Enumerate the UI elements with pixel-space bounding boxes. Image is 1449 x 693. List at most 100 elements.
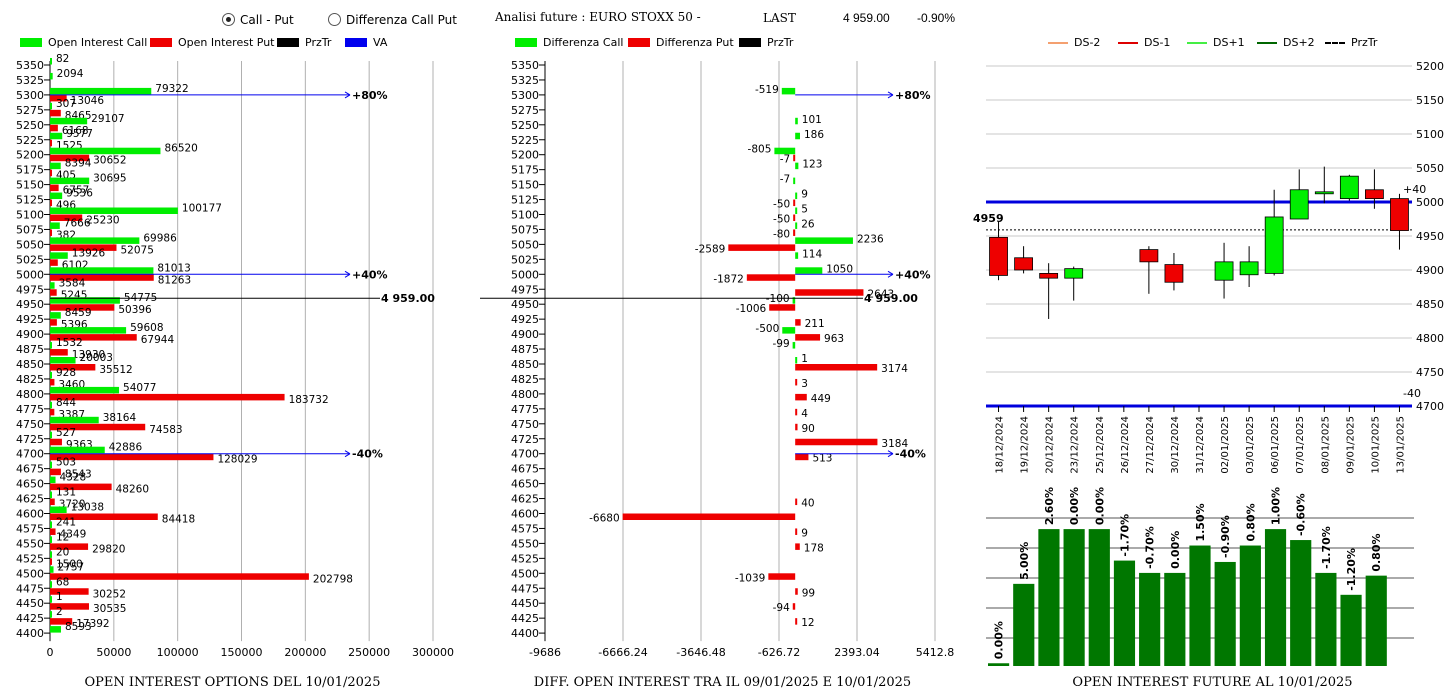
chart-future-oi: 0.00% 5.00% 2.60% 0.00% 0.00% -1.70% -0.70% 0.0… — [986, 487, 1414, 666]
put-bar — [50, 393, 285, 401]
strike-label: 4575 — [511, 522, 539, 535]
radio-call-put[interactable]: Call - Put — [222, 13, 294, 27]
put-bar — [50, 588, 89, 595]
diff-put-bar — [795, 543, 800, 550]
date-label: 27/12/2024 — [1145, 416, 1156, 474]
diff-call-value: 123 — [802, 159, 822, 171]
put-bar — [50, 139, 52, 147]
call-bar — [50, 596, 52, 603]
date-label: 07/01/2025 — [1295, 416, 1306, 474]
strike-label: 5325 — [511, 74, 539, 87]
y-tick-label: 4900 — [1416, 264, 1444, 277]
diff-call-bar — [795, 132, 800, 140]
diff-put-value: 3184 — [881, 438, 908, 450]
call-bar — [50, 476, 56, 484]
strike-label: 5175 — [511, 164, 539, 177]
put-value: 8543 — [65, 469, 92, 481]
put-bar — [50, 94, 67, 102]
strike-label: 5250 — [511, 119, 539, 132]
put-bar — [50, 214, 83, 221]
strike-label: 5275 — [16, 104, 44, 117]
put-value: 74583 — [149, 424, 182, 436]
strike-label: 4750 — [511, 418, 539, 431]
legend-diff-call: Differenza Call — [515, 36, 623, 49]
put-bar — [50, 169, 52, 177]
strike-label: 4725 — [16, 433, 44, 446]
date-label: 02/01/2025 — [1220, 416, 1231, 474]
strike-label: 5025 — [16, 253, 44, 266]
va-arrow-icon — [887, 91, 894, 96]
legend-swatch-icon — [515, 38, 537, 47]
date-label: 09/01/2025 — [1345, 416, 1356, 474]
legend-line-icon — [1187, 41, 1207, 44]
put-bar — [50, 289, 57, 296]
call-bar — [50, 371, 52, 379]
date-label: 20/12/2024 — [1045, 416, 1056, 474]
diff-call-bar — [795, 237, 853, 244]
diff-put-value: -94 — [773, 602, 790, 614]
strike-label: 5150 — [16, 179, 44, 192]
strike-label: 4775 — [511, 403, 539, 416]
legend-swatch-icon — [345, 38, 367, 47]
call-value: 8593 — [65, 621, 92, 633]
diff-call-bar — [795, 162, 799, 170]
legend-ds-1: DS-1 — [1118, 36, 1170, 49]
strike-label: 4500 — [511, 567, 539, 580]
oi-bar — [1164, 572, 1186, 666]
last-change: -0.90% — [917, 11, 956, 25]
legend-line-icon — [1257, 41, 1277, 44]
call-bar — [50, 252, 68, 259]
call-bar — [50, 312, 61, 319]
put-bar — [50, 498, 55, 506]
call-value: 503 — [56, 457, 76, 469]
call-bar — [50, 491, 52, 499]
diff-put-bar — [795, 423, 798, 431]
date-label: 31/12/2024 — [1195, 416, 1206, 474]
oi-bar — [1315, 572, 1337, 666]
x-tick-label: 150000 — [221, 646, 263, 659]
legend-swatch-icon — [277, 38, 299, 47]
call-value: 38164 — [103, 412, 137, 424]
call-value: 307 — [56, 98, 76, 110]
put-value: 30652 — [93, 155, 126, 167]
oi-bar-label: 2.60% — [1043, 487, 1056, 525]
x-tick-label: 50000 — [96, 646, 131, 659]
diff-put-bar — [795, 498, 798, 506]
put-value: 13930 — [72, 349, 105, 361]
ds-label: -40 — [1403, 387, 1421, 400]
put-bar — [50, 423, 146, 431]
put-bar — [50, 438, 62, 446]
put-bar — [50, 304, 115, 311]
diff-put-bar — [768, 573, 796, 580]
y-tick-label: 5200 — [1416, 60, 1444, 73]
strike-label: 4425 — [511, 612, 539, 625]
strike-label: 5300 — [511, 89, 539, 102]
diff-put-bar — [728, 244, 796, 251]
call-bar — [50, 431, 52, 439]
oi-bar — [1290, 540, 1312, 666]
oi-bar — [1264, 529, 1287, 666]
strike-label: 4700 — [511, 448, 539, 461]
call-bar — [50, 506, 67, 513]
chart-oi-diff: -9686 -6666.24 -3646.48 -626.72 2393.04 5412.… — [480, 59, 954, 659]
strike-label: 4450 — [511, 597, 539, 610]
call-bar — [50, 416, 99, 424]
put-bar — [50, 319, 57, 326]
put-bar — [50, 483, 112, 491]
put-value: 1500 — [56, 558, 83, 570]
diff-call-value: 101 — [802, 114, 822, 126]
va-label: -40% — [352, 448, 383, 461]
call-bar — [50, 401, 52, 409]
strike-label: 4525 — [16, 552, 44, 565]
diff-put-value: -2589 — [695, 243, 726, 255]
strike-label: 5325 — [16, 74, 44, 87]
candle-body — [1139, 249, 1159, 263]
call-bar — [50, 267, 154, 274]
legend-ds-2: DS-2 — [1048, 36, 1100, 49]
radio-differenza[interactable]: Differenza Call Put — [328, 13, 457, 27]
oi-bar — [1088, 529, 1110, 666]
put-bar — [50, 378, 55, 386]
candle-body — [1064, 268, 1084, 279]
oi-bar-label: -1.70% — [1118, 514, 1131, 557]
y-tick-label: 5100 — [1416, 128, 1444, 141]
